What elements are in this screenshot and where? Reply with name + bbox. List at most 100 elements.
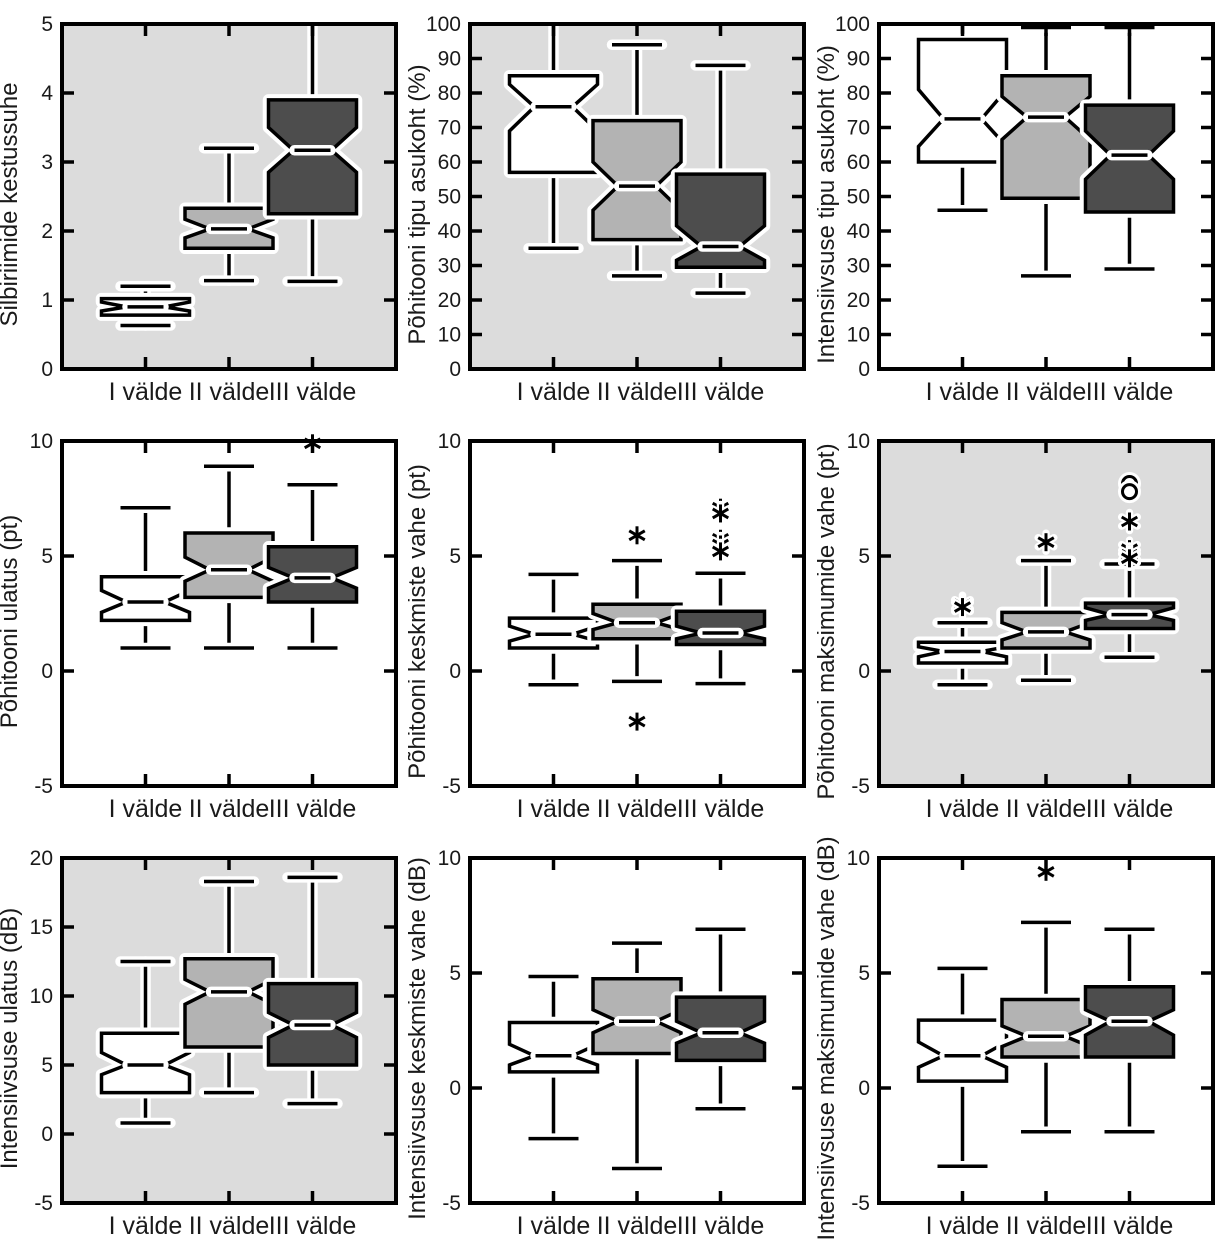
y-tick-label: 30 <box>438 255 461 278</box>
box-group-i-vlde <box>95 280 196 331</box>
outlier-star-ii-vlde <box>1034 529 1058 555</box>
outlier-star-iii-vlde <box>708 538 733 565</box>
y-tick-label: 3 <box>41 151 53 174</box>
y-tick-label: 90 <box>438 48 461 71</box>
y-axis-label: Põhitooni ulatus (pt) <box>0 515 23 728</box>
y-axis-label: Intensiivsuse keskmiste vahe (dB) <box>408 857 431 1220</box>
boxplot-svg-phitooni-keskmiste-vahe-pt: -5 0 5 10 I välde II välde III välde Põhitooni … <box>408 430 806 823</box>
panel-intensiivsuse-keskmiste-vahe-db: -5 0 5 10 I välde II välde III välde Intensiivs… <box>408 834 817 1253</box>
box-ii-vlde <box>1000 997 1092 1059</box>
ticks-layer <box>62 856 396 1205</box>
star-arm <box>953 601 972 613</box>
y-tick-label: 0 <box>41 1123 53 1146</box>
y-tick-label: 70 <box>438 117 461 140</box>
y-tick-label: 40 <box>438 220 461 243</box>
box-group-iii-vlde <box>670 568 771 689</box>
panel-intensiivsuse-maksimumide-vahe-db: -5 0 5 10 I välde II välde III välde Intensiivs… <box>817 834 1226 1253</box>
ticks-layer <box>879 856 1213 1205</box>
y-tick-label: 50 <box>438 186 461 209</box>
y-axis-label: Intensiivsuse tipu asukoht (%) <box>817 45 840 364</box>
x-tick-label-iii-vlde: III välde <box>269 795 357 823</box>
x-tick-label-ii-vlde: II välde <box>189 1212 270 1240</box>
x-tick-label-i-vlde: I välde <box>109 1212 183 1240</box>
star-arm <box>1120 552 1139 565</box>
x-tick-label-i-vlde: I välde <box>109 795 183 823</box>
y-tick-label: 0 <box>858 358 870 381</box>
boxes-layer <box>503 924 771 1174</box>
box-group-iii-vlde <box>1079 23 1180 275</box>
y-tick-label: 0 <box>41 660 53 683</box>
y-tick-label: -5 <box>34 775 53 798</box>
x-tick-label-ii-vlde: II välde <box>597 378 678 406</box>
y-tick-label: 5 <box>41 545 53 568</box>
y-tick-label: 0 <box>41 358 53 381</box>
y-tick-label: 5 <box>41 1054 53 1077</box>
y-axis-label: Põhitooni maksimumide vahe (pt) <box>817 443 840 799</box>
y-tick-label: 90 <box>847 48 870 71</box>
boxplot-svg-phitooni-tipu-asukoht-: 0 10 20 30 40 50 60 70 80 90 100 I välde II välde III… <box>408 13 806 406</box>
y-axis-label: Põhitooni keskmiste vahe (pt) <box>408 464 431 779</box>
y-tick-label: -5 <box>851 775 870 798</box>
box-i-vlde <box>507 1020 600 1074</box>
y-tick-label: 5 <box>41 13 53 36</box>
boxes-layer <box>95 872 363 1129</box>
ticks-layer <box>470 22 804 371</box>
panel-phitooni-tipu-asukoht-: 0 10 20 30 40 50 60 70 80 90 100 I välde II välde III… <box>408 0 817 417</box>
box-i-vlde <box>507 74 600 175</box>
star-arm <box>628 529 646 542</box>
y-axis-label: Põhitooni tipu asukoht (%) <box>408 64 431 344</box>
y-tick-label: 5 <box>449 962 461 985</box>
ticks-layer <box>62 439 396 788</box>
y-tick-label: 10 <box>438 430 461 453</box>
y-tick-label: 0 <box>858 1077 870 1100</box>
box-iii-vlde <box>674 172 767 269</box>
y-tick-label: 20 <box>847 289 870 312</box>
box-group-i-vlde <box>95 956 196 1129</box>
boxplot-svg-intensiivsuse-tipu-asukoht-: 0 10 20 30 40 50 60 70 80 90 100 I välde II välde III… <box>817 13 1215 406</box>
panel-phitooni-keskmiste-vahe-pt: -5 0 5 10 I välde II välde III välde Põhitooni … <box>408 417 817 834</box>
y-tick-label: 10 <box>30 430 53 453</box>
boxes-layer <box>503 23 771 299</box>
outlier-star-iii-vlde <box>1117 545 1142 572</box>
panel-phitooni-ulatus-pt: -5 0 5 10 I välde II välde III välde Põhitooni … <box>0 417 408 834</box>
y-tick-label: 5 <box>858 962 870 985</box>
y-tick-label: 60 <box>438 151 461 174</box>
x-tick-label-ii-vlde: II välde <box>597 1212 678 1240</box>
y-tick-label: 30 <box>847 255 870 278</box>
box-group-iii-vlde <box>262 872 363 1109</box>
x-tick-label-iii-vlde: III välde <box>677 378 765 406</box>
x-tick-label-iii-vlde: III välde <box>269 1212 357 1240</box>
ticks-layer <box>470 856 804 1205</box>
boxplot-svg-phitooni-maksimumide-vahe-pt: -5 0 5 10 I välde II välde III välde Põhitooni … <box>817 430 1215 823</box>
y-tick-label: 2 <box>41 220 53 243</box>
y-tick-label: 0 <box>449 358 461 381</box>
ticks-layer <box>470 439 804 788</box>
y-tick-label: 0 <box>858 660 870 683</box>
x-tick-label-ii-vlde: II välde <box>189 795 270 823</box>
star-arm <box>628 715 646 728</box>
x-tick-label-i-vlde: I välde <box>926 378 1000 406</box>
x-tick-label-i-vlde: I välde <box>109 378 183 406</box>
box-group-ii-vlde <box>179 142 279 286</box>
boxplot-svg-phitooni-ulatus-pt: -5 0 5 10 I välde II välde III välde Põhitooni … <box>0 430 398 823</box>
y-tick-label: 10 <box>847 847 870 870</box>
panel-phitooni-maksimumide-vahe-pt: -5 0 5 10 I välde II välde III välde Põhitooni … <box>817 417 1226 834</box>
box-group-i-vlde <box>503 23 604 254</box>
x-tick-label-i-vlde: I välde <box>926 795 1000 823</box>
x-tick-label-i-vlde: I välde <box>517 1212 591 1240</box>
y-tick-label: 50 <box>847 186 870 209</box>
y-tick-label: 0 <box>449 660 461 683</box>
box-group-i-vlde <box>912 963 1013 1172</box>
x-tick-label-iii-vlde: III välde <box>677 1212 765 1240</box>
y-tick-label: 80 <box>847 82 870 105</box>
ticks-layer <box>62 22 396 371</box>
star-arm <box>711 507 730 520</box>
outlier-star-ii-vlde <box>625 522 649 549</box>
star-arm <box>1037 866 1055 878</box>
panel-intensiivsuse-tipu-asukoht-: 0 10 20 30 40 50 60 70 80 90 100 I välde II välde III… <box>817 0 1226 417</box>
outlier-star-ii-vlde <box>625 708 649 735</box>
boxes-layer <box>95 23 363 331</box>
boxplot-svg-intensiivsuse-maksimumide-vahe-db: -5 0 5 10 I välde II välde III välde Intensiivs… <box>817 836 1215 1241</box>
x-tick-label-ii-vlde: II välde <box>1006 795 1087 823</box>
y-tick-label: 1 <box>41 289 53 312</box>
